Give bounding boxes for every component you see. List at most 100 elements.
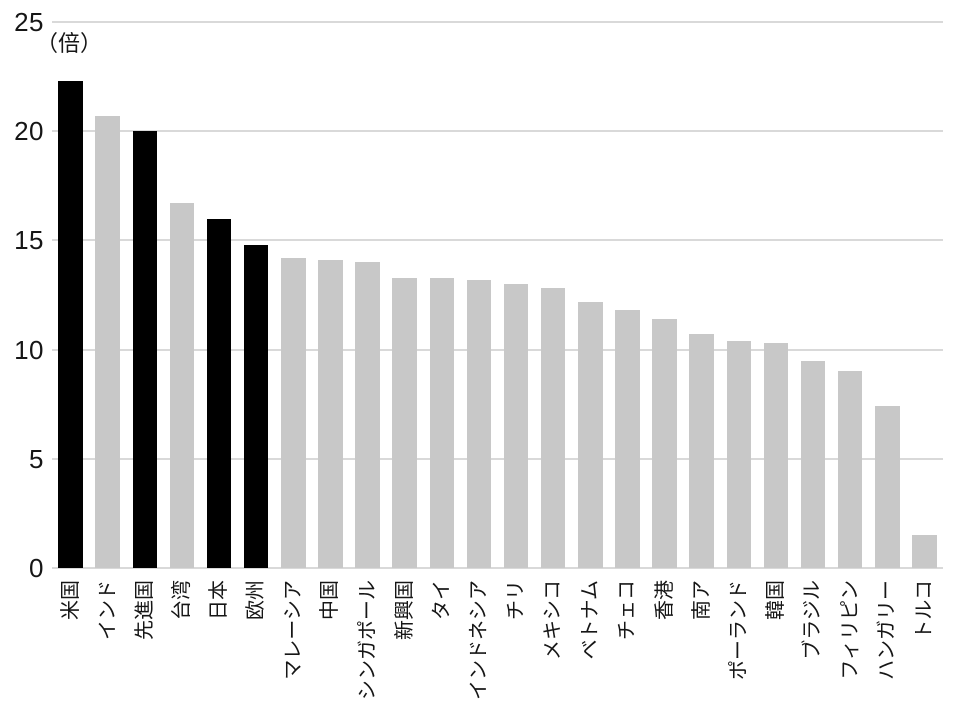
x-tick-cell: 欧州 bbox=[238, 578, 275, 720]
x-tick-label: ハンガリー bbox=[876, 580, 899, 680]
y-axis: 0 5 10 15 20 25 bbox=[0, 9, 44, 581]
x-tick-cell: 中国 bbox=[312, 578, 349, 720]
bar-slot bbox=[906, 22, 943, 568]
x-tick-cell: 台湾 bbox=[163, 578, 200, 720]
x-tick-cell: ハンガリー bbox=[869, 578, 906, 720]
bar-日本 bbox=[206, 218, 232, 568]
y-tick-label: 15 bbox=[14, 225, 44, 256]
x-tick-label: 南ア bbox=[690, 580, 713, 620]
x-tick-cell: 先進国 bbox=[126, 578, 163, 720]
x-tick-cell: ベトナム bbox=[572, 578, 609, 720]
bar-中国 bbox=[318, 260, 343, 568]
bar-slot bbox=[312, 22, 349, 568]
y-tick-label: 0 bbox=[29, 553, 44, 583]
x-tick-label: フィリピン bbox=[839, 580, 862, 680]
bar-slot bbox=[498, 22, 535, 568]
x-tick-cell: 韓国 bbox=[757, 578, 794, 720]
x-tick-cell: フィリピン bbox=[832, 578, 869, 720]
y-tick-label: 20 bbox=[14, 116, 44, 147]
bar-フィリピン bbox=[837, 371, 863, 568]
x-tick-cell: トルコ bbox=[906, 578, 943, 720]
x-tick-cell: 香港 bbox=[646, 578, 683, 720]
x-tick-label: ポーランド bbox=[727, 580, 750, 680]
bar-slot bbox=[386, 22, 423, 568]
bar-slot bbox=[869, 22, 906, 568]
x-tick-label: ブラジル bbox=[802, 580, 825, 660]
bar-ブラジル bbox=[800, 360, 826, 568]
bar-slot bbox=[423, 22, 460, 568]
bar-slot bbox=[163, 22, 200, 568]
bar-新興国 bbox=[392, 277, 417, 568]
x-tick-label: 新興国 bbox=[393, 580, 416, 640]
bar-ポーランド bbox=[726, 340, 752, 568]
bar-slot bbox=[646, 22, 683, 568]
bar-slot bbox=[795, 22, 832, 568]
gridline bbox=[52, 457, 943, 460]
gridline bbox=[52, 130, 943, 133]
bar-slot bbox=[89, 22, 126, 568]
bar-米国 bbox=[58, 80, 83, 568]
x-tick-label: トルコ bbox=[913, 580, 936, 640]
bar-メキシコ bbox=[540, 288, 566, 568]
y-tick-label: 25 bbox=[14, 7, 44, 37]
x-tick-cell: インドネシア bbox=[460, 578, 497, 720]
x-tick-cell: マレーシア bbox=[275, 578, 312, 720]
plot-area bbox=[52, 21, 943, 569]
bar-チリ bbox=[503, 284, 529, 568]
y-tick-label: 5 bbox=[29, 443, 44, 474]
bar-slot bbox=[201, 22, 238, 568]
x-tick-cell: 新興国 bbox=[386, 578, 423, 720]
x-tick-label: タイ bbox=[430, 580, 453, 620]
bars-container bbox=[52, 22, 943, 568]
x-tick-cell: 米国 bbox=[52, 578, 89, 720]
x-tick-label: シンガポール bbox=[356, 580, 379, 700]
bar-slot bbox=[535, 22, 572, 568]
x-tick-label: マレーシア bbox=[282, 580, 305, 680]
x-tick-cell: チリ bbox=[498, 578, 535, 720]
x-tick-label: 日本 bbox=[208, 580, 231, 620]
x-tick-cell: インド bbox=[89, 578, 126, 720]
bar-slot bbox=[126, 22, 163, 568]
bar-ハンガリー bbox=[875, 406, 900, 568]
bar-slot bbox=[572, 22, 609, 568]
bar-台湾 bbox=[169, 203, 195, 568]
bar-slot bbox=[609, 22, 646, 568]
x-tick-cell: タイ bbox=[423, 578, 460, 720]
bar-slot bbox=[460, 22, 497, 568]
gridline bbox=[52, 239, 943, 242]
bar-先進国 bbox=[132, 131, 158, 568]
x-tick-label: インドネシア bbox=[467, 580, 490, 700]
bar-slot bbox=[349, 22, 386, 568]
x-tick-label: チェコ bbox=[616, 580, 639, 640]
x-tick-cell: 日本 bbox=[201, 578, 238, 720]
x-tick-label: ベトナム bbox=[579, 580, 602, 660]
bar-マレーシア bbox=[281, 257, 306, 568]
bar-slot bbox=[832, 22, 869, 568]
bar-インド bbox=[95, 115, 120, 568]
bar-slot bbox=[52, 22, 89, 568]
bar-南ア bbox=[689, 334, 714, 568]
bar-香港 bbox=[652, 319, 677, 568]
x-tick-label: 中国 bbox=[319, 580, 342, 620]
x-tick-cell: シンガポール bbox=[349, 578, 386, 720]
gridline bbox=[52, 348, 943, 351]
x-tick-cell: チェコ bbox=[609, 578, 646, 720]
x-tick-label: メキシコ bbox=[542, 580, 565, 660]
bar-slot bbox=[683, 22, 720, 568]
x-axis-labels: 米国 インド 先進国 台湾 日本 欧州 マレーシア 中国 シンガポール 新興国 タイ インドネシア チリ… bbox=[52, 578, 943, 720]
y-tick-label: 10 bbox=[14, 334, 44, 365]
bar-シンガポール bbox=[355, 262, 380, 568]
x-tick-label: 香港 bbox=[653, 580, 676, 620]
x-tick-label: 欧州 bbox=[245, 580, 268, 620]
x-tick-label: チリ bbox=[505, 580, 528, 620]
bar-slot bbox=[275, 22, 312, 568]
bar-slot bbox=[720, 22, 757, 568]
bar-タイ bbox=[429, 277, 455, 568]
x-tick-cell: 南ア bbox=[683, 578, 720, 720]
x-tick-cell: ブラジル bbox=[795, 578, 832, 720]
gridline bbox=[52, 567, 943, 569]
x-tick-cell: ポーランド bbox=[720, 578, 757, 720]
gridline bbox=[52, 21, 943, 23]
bar-インドネシア bbox=[466, 279, 492, 568]
